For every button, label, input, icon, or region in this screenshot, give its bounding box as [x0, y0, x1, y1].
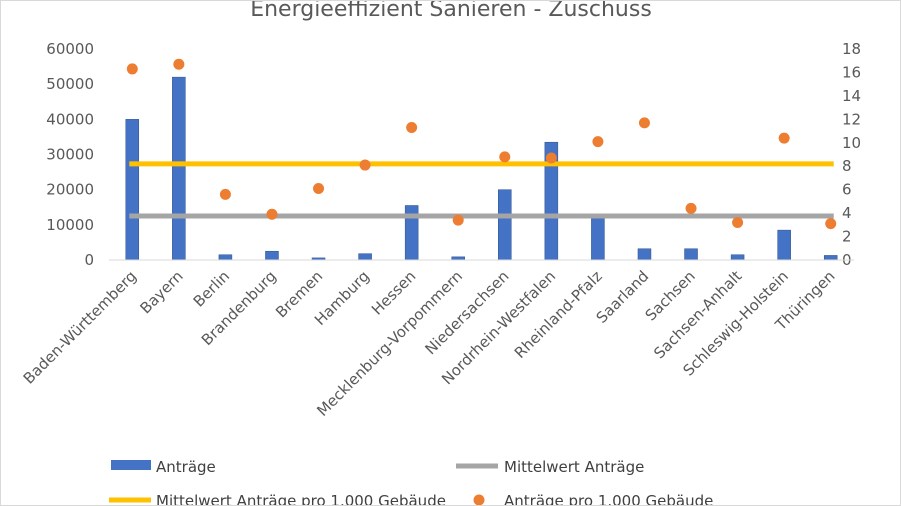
scatter-point — [499, 151, 511, 163]
bar — [265, 250, 279, 261]
left-tick-label: 60000 — [46, 40, 94, 58]
scatter-point — [545, 152, 557, 164]
bar — [684, 248, 698, 261]
scatter-point — [313, 182, 325, 194]
scatter-point — [126, 63, 138, 75]
right-tick-label: 4 — [842, 204, 852, 222]
bar — [730, 254, 745, 261]
category-label: Berlin — [190, 267, 234, 311]
category-label: Bayern — [136, 267, 186, 317]
right-tick-label: 8 — [842, 157, 852, 175]
right-tick-label: 18 — [842, 40, 861, 58]
scatter-point — [406, 122, 418, 134]
right-tick-label: 12 — [842, 110, 861, 128]
legend: Anträge Mittelwert Anträge Mittelwert Antr… — [109, 458, 713, 505]
legend-label-antraege: Anträge — [156, 458, 216, 476]
legend-label-mittelwert: Mittelwert Anträge — [504, 458, 644, 476]
left-axis: 0 10000 20000 30000 40000 50000 60000 — [46, 40, 94, 269]
bar — [218, 254, 233, 261]
right-tick-label: 10 — [842, 134, 861, 152]
bar — [172, 76, 186, 261]
left-tick-label: 50000 — [46, 75, 94, 93]
legend-swatch-antraege-pro-1000 — [473, 494, 485, 505]
chart-title: Energieeffizient Sanieren - Zuschuss — [250, 1, 652, 22]
bar — [358, 253, 372, 261]
left-tick-label: 40000 — [46, 110, 94, 128]
category-label: Baden-Württemberg — [20, 267, 140, 387]
bar — [591, 217, 605, 261]
scatter-point — [452, 214, 464, 226]
bar-series — [125, 76, 838, 261]
bar — [777, 229, 791, 261]
scatter-point — [685, 202, 697, 214]
average-lines — [129, 161, 834, 219]
scatter-point — [592, 136, 604, 148]
bar — [498, 189, 512, 261]
scatter-point — [778, 132, 790, 144]
scatter-point — [732, 216, 744, 228]
scatter-point — [173, 58, 185, 70]
right-tick-label: 2 — [842, 228, 852, 246]
scatter-series — [126, 58, 837, 230]
legend-swatch-antraege — [111, 460, 151, 470]
legend-label-antraege-pro-1000: Anträge pro 1.000 Gebäude — [504, 492, 713, 505]
scatter-point — [359, 159, 371, 171]
bar — [125, 119, 140, 261]
left-tick-label: 0 — [84, 251, 94, 269]
scatter-point — [825, 218, 837, 230]
scatter-point — [219, 188, 231, 200]
legend-label-mittelwert-pro-1000: Mittelwert Anträge pro 1.000 Gebäude — [156, 492, 446, 505]
bar — [637, 248, 652, 261]
category-label: Rheinland-Pfalz — [511, 267, 606, 362]
right-tick-label: 16 — [842, 63, 861, 81]
left-tick-label: 20000 — [46, 181, 94, 199]
right-tick-label: 14 — [842, 87, 861, 105]
left-tick-label: 30000 — [46, 146, 94, 164]
right-tick-label: 6 — [842, 181, 852, 199]
scatter-point — [266, 208, 278, 220]
left-tick-label: 10000 — [46, 216, 94, 234]
scatter-point — [638, 117, 650, 129]
bar — [823, 255, 838, 261]
category-label: Niedersachsen — [421, 267, 512, 358]
